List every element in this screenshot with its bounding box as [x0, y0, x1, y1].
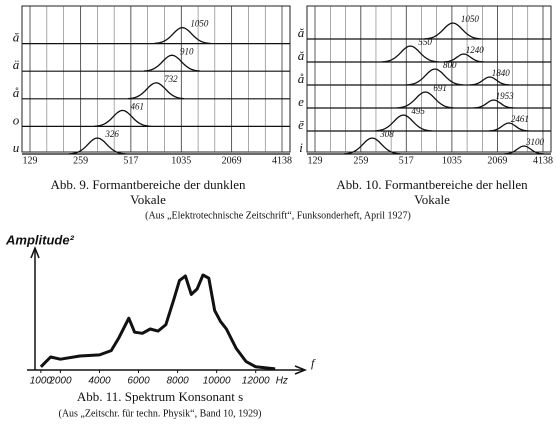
x-tick-label: 129 — [308, 155, 323, 166]
formant-peak — [406, 68, 464, 86]
formant-peak — [424, 22, 481, 40]
x-tick-label: 2069 — [222, 155, 242, 166]
x-tick-label: 10000 — [203, 376, 231, 387]
source: (Aus „Elektrotechnische Zeitschrift“, Fu… — [145, 210, 411, 221]
source: (Aus „Zeitschr. für techn. Physik“, Band… — [58, 408, 261, 419]
arrow — [294, 365, 308, 375]
formant-peak — [128, 82, 185, 100]
peak-label: 326 — [104, 129, 119, 139]
x-tick-label: 129 — [23, 155, 38, 166]
x-tick-label: 259 — [73, 155, 88, 166]
x-tick-label: 4138 — [272, 155, 292, 166]
x-tick-label: 4138 — [533, 155, 553, 166]
formant-peak — [503, 145, 545, 155]
x-tick-label: 2000 — [48, 376, 72, 387]
row-label: å — [13, 85, 20, 100]
row-label: u — [13, 140, 20, 155]
peak-label: 1050 — [190, 19, 209, 29]
caption: Abb. 9. Formantbereiche der dunklen Vokal… — [51, 177, 246, 207]
formant-peak — [469, 76, 510, 86]
peak-label: 550 — [418, 37, 432, 47]
y-axis-label: Amplitude² — [5, 232, 75, 247]
caption: Abb. 10. Formantbereiche der hellen Vokal… — [336, 177, 528, 207]
formant-peak — [382, 45, 439, 63]
peak-label: 2461 — [511, 114, 529, 124]
row-label: ǎ — [298, 48, 305, 63]
row-label: å — [298, 71, 305, 86]
formant-peak — [94, 109, 151, 127]
peak-label: 461 — [131, 101, 145, 111]
formant-peak — [69, 137, 126, 155]
peak-label: 1050 — [461, 14, 480, 24]
row-label: ă — [298, 25, 305, 40]
row-label: i — [299, 140, 303, 155]
peak-label: 308 — [379, 129, 394, 139]
row-label: ē — [298, 117, 304, 132]
row-label: e — [298, 94, 304, 109]
peak-label: 800 — [443, 60, 457, 70]
x-tick-label: 517 — [399, 155, 414, 166]
peak-label: 691 — [433, 83, 447, 93]
row-label: ä — [13, 57, 20, 72]
formant-peak — [344, 137, 401, 155]
peak-label: 910 — [180, 46, 194, 56]
formant-peak — [473, 99, 514, 109]
x-tick-label: 259 — [353, 155, 368, 166]
x-tick-label: 12000 — [242, 376, 270, 387]
frame — [306, 5, 552, 153]
spectrum-line — [39, 273, 276, 371]
peak-label: 1840 — [492, 68, 511, 78]
row-label: ă — [13, 30, 20, 45]
peak-label: 3100 — [525, 137, 545, 147]
formant-peak — [397, 91, 454, 109]
formant-peak — [375, 114, 432, 132]
peak-label: 495 — [411, 106, 425, 116]
formant-peak — [143, 54, 201, 72]
x-unit: Hz — [276, 376, 288, 387]
x-tick-label: 1035 — [442, 155, 462, 166]
x-tick-label: 2069 — [487, 155, 507, 166]
formant-peak — [154, 26, 211, 45]
row-label: o — [13, 112, 20, 127]
x-axis-label: f — [311, 356, 316, 370]
peak-label: 1953 — [496, 91, 515, 101]
x-tick-label: 6000 — [127, 376, 150, 387]
peak-label: 1240 — [466, 45, 485, 55]
formant-peak — [488, 122, 529, 132]
arrow — [30, 245, 40, 259]
x-tick-label: 4000 — [88, 376, 111, 387]
peak-label: 732 — [164, 74, 178, 84]
x-tick-label: 1035 — [171, 155, 191, 166]
x-tick-label: 517 — [123, 155, 138, 166]
x-tick-label: 1000 — [30, 376, 53, 387]
formant-peak — [443, 53, 484, 63]
caption: Abb. 11. Spektrum Konsonant s — [77, 389, 243, 404]
x-tick-label: 8000 — [166, 376, 189, 387]
frame — [21, 5, 291, 153]
